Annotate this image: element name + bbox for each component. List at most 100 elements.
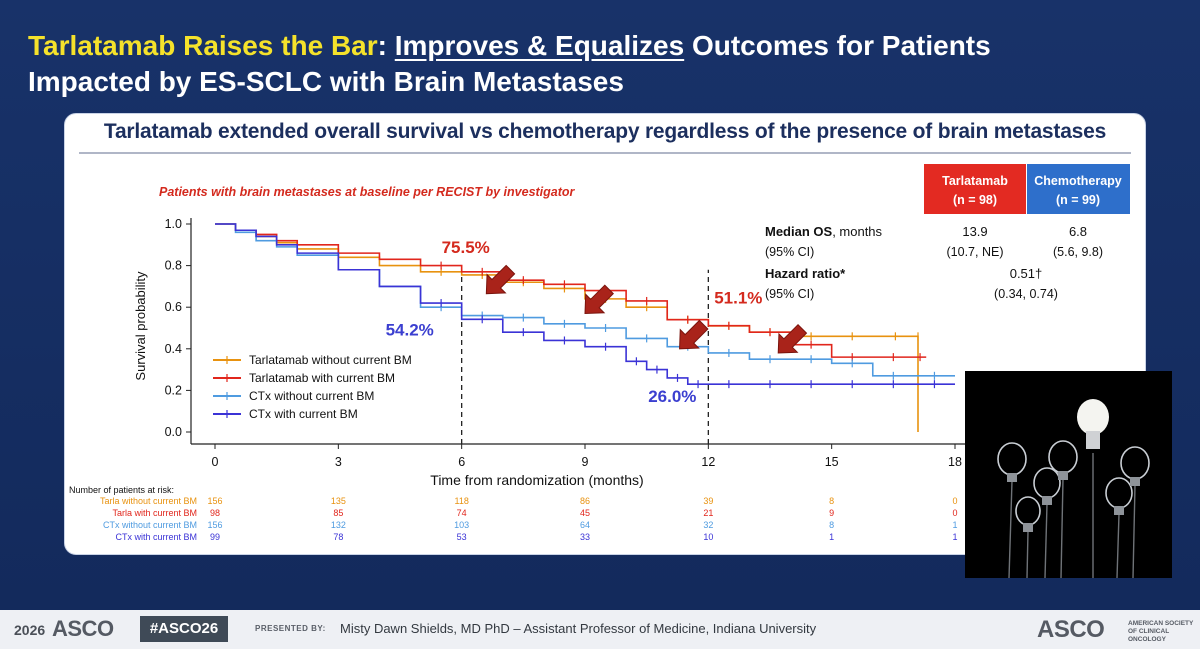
hazard-ratio-ci-label: (95% CI)	[765, 287, 814, 301]
risk-count: 132	[331, 520, 346, 530]
x-tick-label: 12	[701, 455, 715, 469]
plot-axes: 0.0 0.2 0.4 0.6 0.8 1.0 0 3 6 9 12 15 18	[165, 217, 970, 469]
footer-presenter: Misty Dawn Shields, MD PhD – Assistant P…	[340, 621, 817, 636]
risk-count: 98	[210, 508, 220, 518]
headline-rest: Outcomes for Patients	[684, 30, 991, 61]
risk-count: 0	[952, 496, 957, 506]
y-tick-label: 1.0	[165, 217, 182, 231]
footer-society-name: AMERICAN SOCIETY OF CLINICAL ONCOLOGY	[1128, 620, 1194, 643]
y-axis-label: Survival probability	[133, 271, 148, 381]
risk-count: 32	[703, 520, 713, 530]
risk-row-label: Tarla with current BM	[112, 508, 197, 518]
arrow-icon	[584, 284, 614, 314]
risk-count: 1	[829, 532, 834, 542]
survival-rate-label: 75.5%	[442, 238, 490, 257]
y-tick-label: 0.4	[165, 342, 182, 356]
footer-hashtag: #ASCO26	[140, 616, 228, 642]
arrow-shape	[679, 319, 709, 350]
hazard-ratio-label: Hazard ratio*	[765, 266, 846, 281]
chemotherapy-median-os: 6.8	[1069, 224, 1087, 239]
risk-count: 8	[829, 496, 834, 506]
tarlatamab-header: Tarlatamab	[942, 174, 1008, 188]
risk-count: 39	[703, 496, 713, 506]
km-curve	[215, 223, 927, 358]
risk-count: 85	[333, 508, 343, 518]
arrow-shape	[584, 284, 614, 314]
x-tick-label: 18	[948, 455, 962, 469]
x-tick-label: 3	[335, 455, 342, 469]
headline-line2: Impacted by ES-SCLC with Brain Metastase…	[28, 66, 624, 97]
hazard-ratio-value: 0.51†	[1010, 266, 1043, 281]
chemotherapy-n: (n = 99)	[1056, 193, 1100, 207]
risk-count: 156	[207, 520, 222, 530]
risk-count: 74	[457, 508, 467, 518]
legend-label: CTx with current BM	[249, 407, 358, 421]
risk-count: 103	[454, 520, 469, 530]
x-tick-label: 6	[458, 455, 465, 469]
survival-rate-label: 51.1%	[714, 289, 762, 308]
footer-presented-by: PRESENTED BY:	[255, 624, 326, 633]
panel-title-divider	[79, 152, 1131, 154]
risk-count: 9	[829, 508, 834, 518]
arrow-icon	[679, 319, 709, 350]
risk-count: 156	[207, 496, 222, 506]
slide-background: Tarlatamab Raises the Bar: Improves & Eq…	[0, 0, 1200, 610]
risk-table: Number of patients at risk:Tarla without…	[69, 485, 958, 542]
y-tick-label: 0.2	[165, 383, 182, 397]
lightbulbs-photo	[965, 371, 1172, 578]
risk-count: 118	[454, 496, 468, 506]
headline-colon: :	[377, 30, 395, 61]
risk-count: 33	[580, 532, 590, 542]
median-os-ci-label: (95% CI)	[765, 245, 814, 259]
risk-count: 135	[331, 496, 346, 506]
y-tick-label: 0.0	[165, 425, 182, 439]
headline-underlined: Improves & Equalizes	[394, 30, 685, 61]
risk-count: 99	[210, 532, 220, 542]
median-os-label: Median OS, months	[765, 224, 883, 239]
risk-count: 8	[829, 520, 834, 530]
risk-count: 86	[580, 496, 590, 506]
legend-label: Tarlatamab with current BM	[249, 371, 395, 385]
footer-year: 2026	[14, 622, 46, 638]
chart-subtitle: Patients with brain metastases at baseli…	[159, 185, 576, 199]
risk-row-label: Tarla without current BM	[100, 496, 197, 506]
tarlatamab-median-os: 13.9	[962, 224, 987, 239]
risk-count: 10	[703, 532, 713, 542]
risk-count: 78	[333, 532, 343, 542]
km-chart: 0.00.20.40.60.81.00 3 6 9 12 15 18 75.5%54.2%5…	[69, 164, 1130, 542]
risk-count: 0	[952, 508, 957, 518]
y-tick-label: 0.8	[165, 259, 182, 273]
stats-table: Tarlatamab (n = 98) Chemotherapy (n = 99…	[765, 164, 1130, 301]
tarlatamab-median-ci: (10.7, NE)	[947, 245, 1004, 259]
x-tick-label: 15	[825, 455, 839, 469]
risk-row-label: CTx with current BM	[115, 532, 197, 542]
headline-highlight: Tarlatamab Raises the Bar	[28, 30, 378, 61]
x-tick-label: 0	[212, 455, 219, 469]
survival-rate-label: 26.0%	[648, 387, 696, 406]
arrow-icon	[485, 264, 516, 295]
risk-row-label: CTx without current BM	[103, 520, 197, 530]
chart-panel: Tarlatamab extended overall survival vs …	[64, 113, 1146, 555]
risk-table-title: Number of patients at risk:	[69, 485, 174, 495]
arrow-icon	[777, 323, 808, 354]
legend-label: Tarlatamab without current BM	[249, 353, 412, 367]
lit-bulb	[1077, 399, 1109, 449]
legend-label: CTx without current BM	[249, 389, 374, 403]
arrow-shape	[777, 323, 808, 354]
risk-count: 1	[952, 532, 957, 542]
chemotherapy-median-ci: (5.6, 9.8)	[1053, 245, 1103, 259]
chemotherapy-header-cell	[1027, 164, 1130, 214]
slide-headline: Tarlatamab Raises the Bar: Improves & Eq…	[28, 28, 1178, 100]
y-tick-label: 0.6	[165, 300, 182, 314]
risk-count: 45	[580, 508, 590, 518]
panel-title: Tarlatamab extended overall survival vs …	[103, 120, 1107, 143]
footer-asco-logo-right: ASCO	[1037, 616, 1105, 643]
risk-count: 1	[952, 520, 957, 530]
survival-rate-label: 54.2%	[386, 320, 434, 339]
risk-count: 64	[580, 520, 590, 530]
tarlatamab-header-cell	[924, 164, 1026, 214]
x-axis-label: Time from randomization (months)	[430, 472, 643, 488]
chemotherapy-header: Chemotherapy	[1034, 174, 1122, 188]
risk-count: 53	[457, 532, 467, 542]
arrow-shape	[485, 264, 516, 295]
